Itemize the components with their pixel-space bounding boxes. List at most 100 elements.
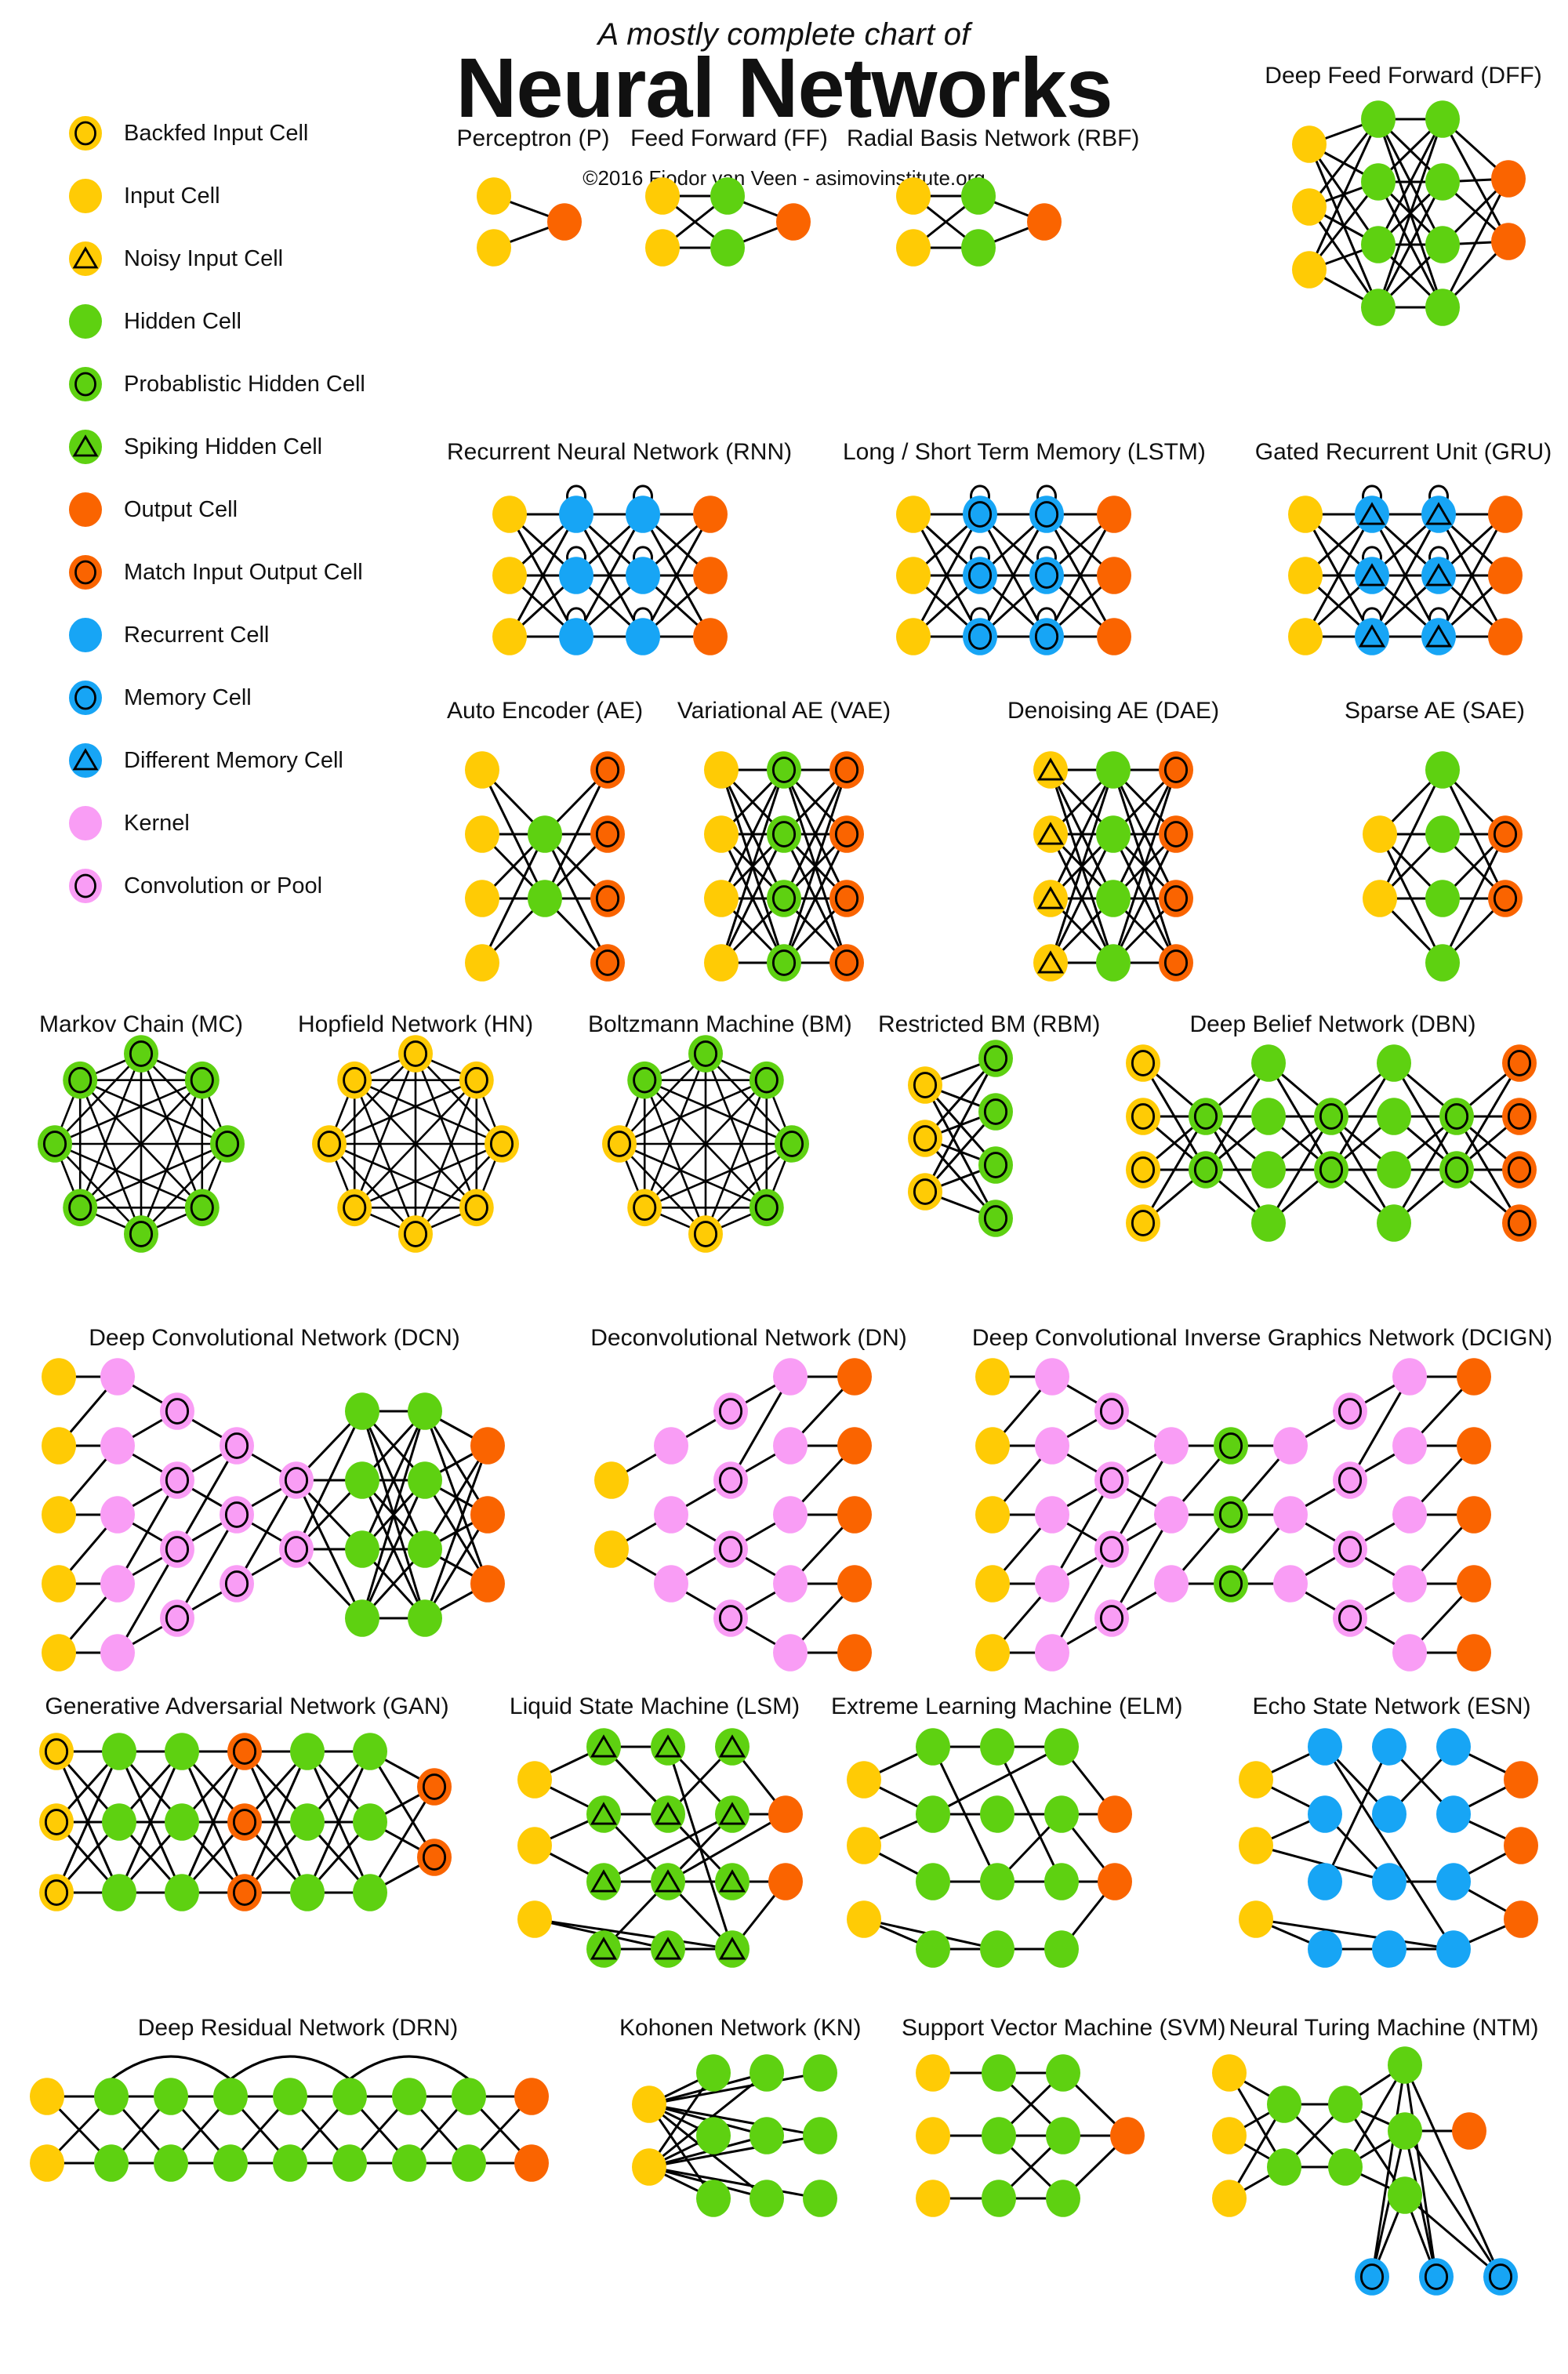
edges-layer xyxy=(1378,768,1507,964)
cell-recurrent xyxy=(1436,1795,1471,1833)
cell-hidden xyxy=(1046,2117,1080,2154)
nodes-layer xyxy=(916,2054,1145,2217)
cell-spiking xyxy=(586,1863,621,1900)
cell-triangle-marker xyxy=(654,1734,682,1758)
cell-backfed xyxy=(398,1215,433,1253)
cell-recurrent xyxy=(626,557,660,594)
cell-ring-marker xyxy=(1131,1103,1156,1130)
cell-ring-marker xyxy=(1338,1536,1363,1563)
cell-output xyxy=(837,1427,872,1465)
cell-kernel xyxy=(1273,1565,1308,1603)
network-title-kn: Kohonen Network (KN) xyxy=(619,2015,862,2041)
cell-hidden xyxy=(982,2054,1016,2092)
cell-spiking xyxy=(651,1795,685,1833)
cell-input xyxy=(42,1496,76,1534)
cell-ring-marker xyxy=(44,1879,69,1906)
connection-line xyxy=(1403,2064,1438,2278)
cell-hidden xyxy=(408,1599,442,1637)
legend-label: Spiking Hidden Cell xyxy=(124,434,323,459)
legend-swatch-ring-icon xyxy=(67,366,103,402)
cell-match xyxy=(590,751,625,789)
cell-ring-marker xyxy=(215,1131,240,1157)
cell-hidden xyxy=(528,880,562,917)
cell-ring-marker xyxy=(1034,501,1059,528)
nodes-layer xyxy=(39,1733,452,1911)
cell-backfed xyxy=(459,1189,494,1227)
connection-line xyxy=(78,1079,229,1145)
connection-line xyxy=(116,1479,179,1585)
connection-line xyxy=(1392,1115,1458,1225)
edges-layer xyxy=(53,1052,229,1236)
cell-input xyxy=(42,1427,76,1465)
connection-line xyxy=(1403,2129,1502,2278)
cell-hidden xyxy=(916,1863,950,1900)
edges-layer xyxy=(1142,1062,1521,1225)
cell-prob xyxy=(767,815,801,853)
cell-spiking xyxy=(715,1930,750,1968)
cell-kernel xyxy=(654,1565,688,1603)
self-loop xyxy=(970,607,990,622)
cell-ring-marker xyxy=(1359,2263,1385,2290)
cell-hidden xyxy=(392,2144,426,2182)
cell-prob xyxy=(1214,1565,1248,1603)
cell-hidden xyxy=(750,2117,784,2154)
cell-backfed xyxy=(398,1035,433,1073)
cell-match xyxy=(417,1768,452,1806)
cell-kernel xyxy=(654,1427,688,1465)
cell-hidden xyxy=(1377,1151,1411,1189)
nodes-layer xyxy=(517,1728,803,1968)
network-title-elm: Extreme Learning Machine (ELM) xyxy=(831,1693,1183,1719)
cell-ring-marker xyxy=(464,1194,488,1221)
cell-hidden xyxy=(1096,944,1131,982)
cell-ring-marker xyxy=(983,1152,1008,1178)
cell-triangle-marker xyxy=(1358,502,1386,525)
cell-prob xyxy=(688,1035,723,1073)
cell-backfed xyxy=(1126,1151,1160,1189)
cell-recurrent xyxy=(1436,1863,1471,1900)
network-title-rbm: Restricted BM (RBM) xyxy=(878,1011,1101,1037)
cell-prob xyxy=(767,944,801,982)
cell-prob xyxy=(38,1125,72,1163)
cell-ring-marker xyxy=(779,1131,804,1157)
cell-triangle-marker xyxy=(1425,624,1453,648)
cell-output xyxy=(1097,557,1131,594)
cell-ring-marker xyxy=(1034,623,1059,650)
cell-triangle-marker xyxy=(1036,950,1065,974)
self-loop xyxy=(566,485,586,499)
legend-swatch-ring-icon xyxy=(67,868,103,904)
cell-backfed xyxy=(602,1125,637,1163)
cell-input xyxy=(465,815,499,853)
legend-swatch-none-icon xyxy=(67,178,103,214)
cell-backfed xyxy=(908,1120,942,1157)
cell-triangle-marker xyxy=(590,1937,618,1960)
cell-triangle-marker xyxy=(1036,822,1065,845)
cell-prob xyxy=(978,1093,1013,1131)
network-title-perceptron: Perceptron (P) xyxy=(456,125,610,151)
cell-input xyxy=(42,1358,76,1396)
cell-output xyxy=(1488,618,1523,655)
cell-ring-marker xyxy=(1163,757,1189,783)
connection-line xyxy=(1455,1062,1521,1171)
edges-layer xyxy=(1308,118,1510,309)
cell-hidden xyxy=(961,229,996,267)
legend-label: Kernel xyxy=(124,810,190,836)
cell-ring-marker xyxy=(1493,885,1518,912)
connection-line xyxy=(1254,1918,1455,1951)
cell-ring-marker xyxy=(595,821,620,848)
cell-hidden xyxy=(982,2180,1016,2217)
cell-kernel xyxy=(100,1496,135,1534)
cell-prob xyxy=(1189,1098,1223,1135)
cell-prob xyxy=(767,880,801,917)
cell-output xyxy=(768,1863,803,1900)
cell-diffmem xyxy=(1421,557,1456,594)
connection-line xyxy=(1045,513,1116,638)
cell-triangle-marker xyxy=(1036,886,1065,909)
cell-input xyxy=(42,1634,76,1672)
cell-output xyxy=(1452,2112,1486,2150)
connection-line xyxy=(1378,768,1444,900)
cell-hidden xyxy=(290,1874,325,1911)
cell-ring-marker xyxy=(224,1501,249,1528)
cell-prob xyxy=(978,1200,1013,1237)
cell-hidden xyxy=(710,177,745,215)
cell-output xyxy=(547,203,582,241)
